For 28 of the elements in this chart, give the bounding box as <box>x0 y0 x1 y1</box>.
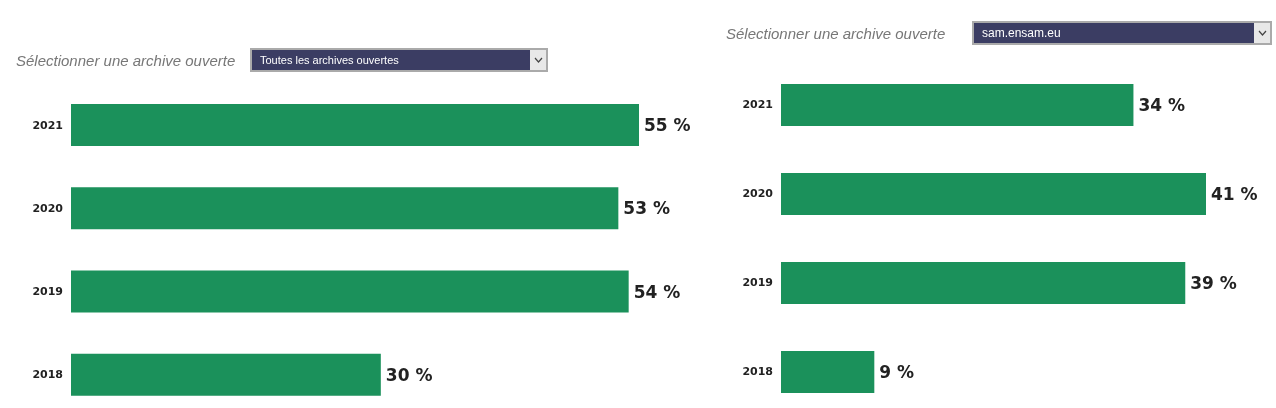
y-tick-label: 2019 <box>742 276 773 290</box>
y-tick-label: 2021 <box>32 118 63 132</box>
data-label: 39 % <box>1190 273 1237 294</box>
bar <box>781 173 1206 215</box>
bar <box>71 353 381 396</box>
text: Sélectionner une archive ouverte <box>726 24 947 42</box>
data-label: 53 % <box>623 198 670 219</box>
dropdown-field: sam.ensam.eu <box>972 21 1272 45</box>
y-tick-label: 2018 <box>32 368 63 382</box>
bar <box>781 84 1134 126</box>
y-tick-label: 2020 <box>742 187 774 201</box>
text: Sélectionner une archive ouverte <box>16 51 237 69</box>
y-tick-label: 2021 <box>742 98 773 112</box>
data-label: 30 % <box>385 364 433 385</box>
bar <box>781 262 1186 304</box>
bar <box>71 270 629 313</box>
data-label: 55 % <box>644 115 691 136</box>
bar <box>71 104 639 146</box>
y-tick-label: 2020 <box>32 201 64 215</box>
bar <box>71 187 619 230</box>
dropdown-field: Toutes les archives ouvertes <box>250 48 548 72</box>
y-tick-label: 2019 <box>32 285 63 299</box>
bar <box>781 351 875 393</box>
y-tick-label: 2018 <box>742 365 773 379</box>
data-label: 41 % <box>1211 184 1258 205</box>
data-label: 9 % <box>879 362 915 383</box>
data-label: 34 % <box>1138 95 1186 116</box>
data-label: 54 % <box>633 281 681 302</box>
